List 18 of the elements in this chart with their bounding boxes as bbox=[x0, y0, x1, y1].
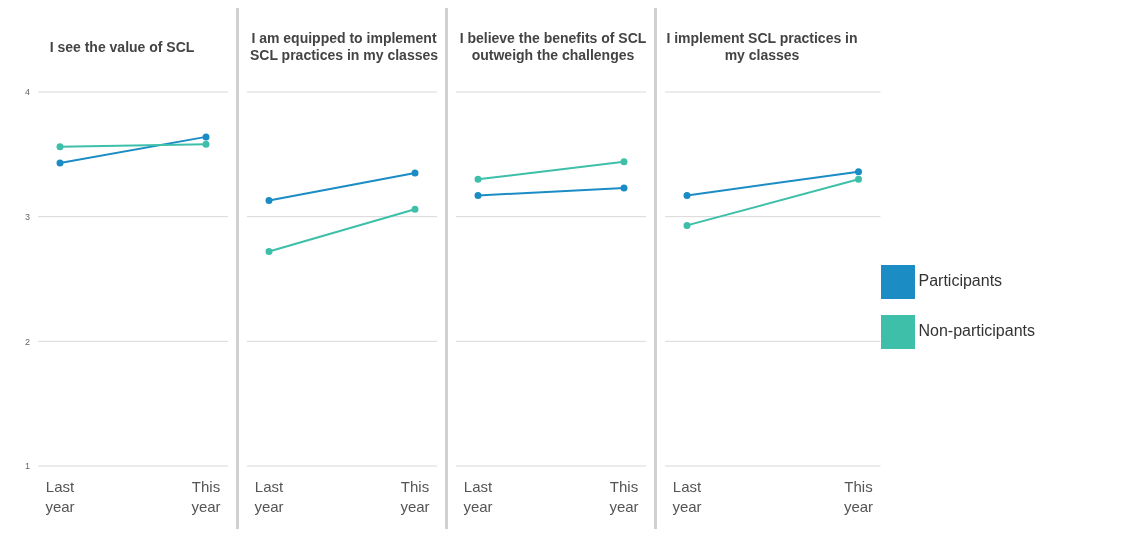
x-tick-label: This year bbox=[609, 478, 639, 515]
x-tick-label: This year bbox=[400, 478, 430, 515]
y-tick-label: 2 bbox=[24, 336, 30, 347]
chart-title: I see the value of SCL bbox=[49, 38, 195, 56]
legend-label: Participants bbox=[918, 272, 1003, 289]
chart-title: I am equipped to implement SCL practices in my classes bbox=[248, 30, 440, 64]
x-tick-label: This year bbox=[191, 478, 221, 515]
x-tick-label: This year bbox=[843, 478, 874, 515]
x-tick-label: Last year bbox=[463, 478, 493, 515]
x-tick-label: Last year bbox=[45, 478, 75, 515]
chart-title: I believe the benefits of SCL outweigh the challenges bbox=[458, 30, 648, 64]
y-tick-label: 4 bbox=[24, 87, 30, 98]
y-tick-label: 3 bbox=[24, 211, 30, 222]
x-tick-label: Last year bbox=[254, 478, 284, 515]
chart-title: I implement SCL practices in my classes bbox=[665, 30, 859, 64]
y-tick-label: 1 bbox=[24, 461, 30, 472]
x-tick-label: Last year bbox=[672, 478, 702, 515]
legend-label: Non-participants bbox=[918, 322, 1035, 339]
